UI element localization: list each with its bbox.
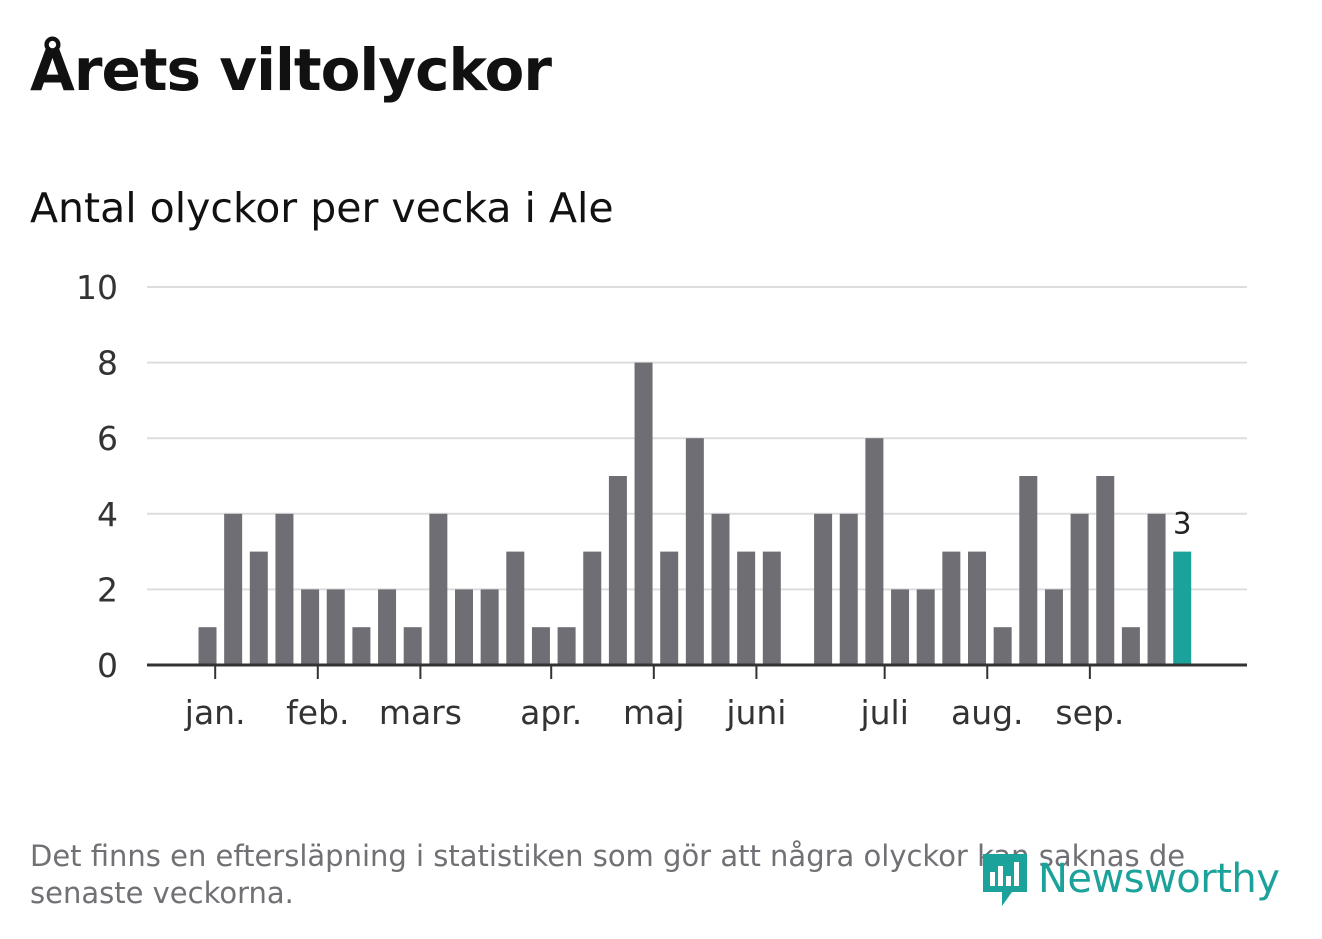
y-tick-label: 6 — [97, 419, 118, 458]
bar — [1147, 513, 1166, 665]
bar — [993, 627, 1012, 665]
x-tick-label: sep. — [1055, 693, 1124, 732]
bar — [660, 551, 679, 665]
bar — [429, 513, 448, 665]
x-tick-label: maj — [623, 693, 685, 732]
x-tick-label: mars — [379, 693, 462, 732]
bar — [737, 551, 756, 665]
bar — [1044, 589, 1063, 665]
bar — [711, 513, 730, 665]
bar — [1096, 476, 1115, 665]
bar — [891, 589, 910, 665]
bar — [916, 589, 935, 665]
bar — [326, 589, 345, 665]
data-label: 3 — [1173, 507, 1191, 541]
y-tick-label: 0 — [97, 646, 118, 685]
bar — [608, 476, 627, 665]
x-tick-label: juni — [725, 693, 786, 732]
y-tick-label: 10 — [76, 268, 118, 307]
bar — [531, 627, 550, 665]
bar — [378, 589, 397, 665]
bar-chart: 0 2 4 6 8 10 3 jan. feb. mars apr. maj juni juli aug. s… — [76, 268, 1247, 732]
chart-title: Årets viltolyckor — [30, 36, 552, 104]
chart-subtitle: Antal olyckor per vecka i Ale — [30, 184, 614, 232]
bar — [839, 513, 858, 665]
bar — [352, 627, 371, 665]
y-tick-label: 8 — [97, 344, 118, 383]
x-tick-label: apr. — [520, 693, 582, 732]
bar — [865, 438, 884, 665]
x-tick-label: juli — [859, 693, 908, 732]
bar — [968, 551, 986, 665]
bar — [198, 627, 217, 665]
newsworthy-logo-icon — [983, 854, 1027, 906]
x-tick-label: feb. — [286, 693, 349, 732]
bar — [301, 589, 320, 665]
bar — [506, 551, 525, 665]
bar — [634, 362, 653, 665]
bar — [1019, 476, 1038, 665]
bar — [814, 513, 833, 665]
newsworthy-logo[interactable]: Newsworthy — [980, 848, 1280, 910]
bar — [403, 627, 422, 665]
bar — [455, 589, 473, 665]
bar — [480, 589, 499, 665]
bar — [1173, 551, 1192, 665]
bar — [942, 551, 961, 665]
bar — [1070, 513, 1089, 665]
bar — [1121, 627, 1140, 665]
y-tick-label: 4 — [97, 495, 118, 534]
y-tick-label: 2 — [97, 570, 118, 609]
bar — [275, 513, 294, 665]
brand-name: Newsworthy — [1038, 856, 1280, 902]
bar — [685, 438, 704, 665]
x-tick-label: jan. — [184, 693, 246, 732]
bar — [762, 551, 781, 665]
bar — [557, 627, 576, 665]
bar — [224, 513, 243, 665]
x-tick-label: aug. — [951, 693, 1024, 732]
bar — [249, 551, 268, 665]
bar — [583, 551, 602, 665]
